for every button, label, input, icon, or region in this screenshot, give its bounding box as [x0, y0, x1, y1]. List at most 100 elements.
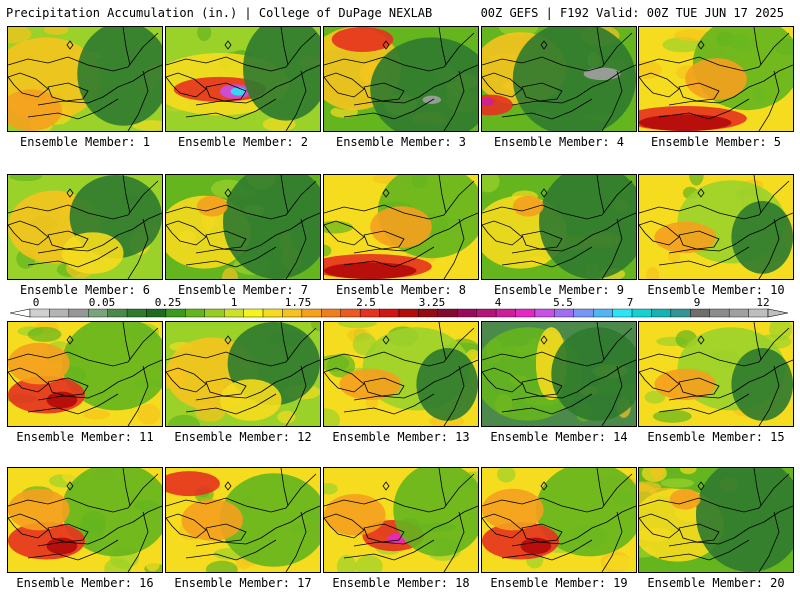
- colorbar-swatch: [748, 308, 769, 318]
- colorbar-swatch: [146, 308, 167, 318]
- panel-caption: Ensemble Member: 19: [490, 576, 628, 590]
- colorbar-swatch: [88, 308, 108, 318]
- panel-caption: Ensemble Member: 4: [493, 135, 625, 149]
- colorbar-swatch: [437, 308, 458, 318]
- colorbar-tick-label: 3.25: [419, 296, 446, 309]
- precipitation-map: [324, 175, 478, 279]
- map-panel-member-3: [323, 26, 479, 132]
- precipitation-map: [8, 322, 162, 426]
- panel-caption: Ensemble Member: 2: [177, 135, 309, 149]
- map-boundaries: [166, 468, 320, 572]
- colorbar-swatch: [612, 308, 633, 318]
- precipitation-map: [482, 322, 636, 426]
- precipitation-map: [639, 322, 793, 426]
- color-scale-legend: 0 0.05 0.25 1 1.75 2.5 3.25 4 5.5 7 9 12: [9, 296, 789, 318]
- map-panel-member-8: [323, 174, 479, 280]
- map-panel-member-12: [165, 321, 321, 427]
- colorbar-swatch: [593, 308, 613, 318]
- map-boundaries: [166, 27, 320, 131]
- precipitation-map: [482, 27, 636, 131]
- colorbar-swatch: [690, 308, 710, 318]
- colorbar-swatch: [418, 308, 439, 318]
- map-boundaries: [482, 322, 636, 426]
- colorbar-swatch: [457, 308, 477, 318]
- map-boundaries: [324, 175, 478, 279]
- colorbar-swatch: [243, 308, 264, 318]
- map-boundaries: [166, 322, 320, 426]
- colorbar-swatch: [476, 308, 497, 318]
- map-boundaries: [8, 27, 162, 131]
- precipitation-map: [324, 322, 478, 426]
- panel-caption: Ensemble Member: 9: [493, 283, 625, 297]
- colorbar-swatch: [398, 308, 419, 318]
- colorbar-swatch: [534, 308, 555, 318]
- colorbar-swatch: [29, 308, 50, 318]
- map-title: Precipitation Accumulation (in.) | Colle…: [6, 6, 433, 20]
- map-panel-member-4: [481, 26, 637, 132]
- colorbar-swatch: [709, 308, 730, 318]
- map-panel-member-18: [323, 467, 479, 573]
- colorbar-swatch: [224, 308, 244, 318]
- colorbar-tick-label: 12: [756, 296, 769, 309]
- colorbar-swatch: [301, 308, 322, 318]
- colorbar-swatch: [262, 308, 283, 318]
- map-boundaries: [482, 175, 636, 279]
- colorbar-tick-label: 4: [495, 296, 502, 309]
- precipitation-map: [8, 27, 162, 131]
- map-panel-member-13: [323, 321, 479, 427]
- map-panel-member-5: [638, 26, 794, 132]
- panel-caption: Ensemble Member: 12: [174, 430, 312, 444]
- colorbar-swatch: [728, 308, 749, 318]
- precipitation-map: [8, 175, 162, 279]
- colorbar-swatch: [495, 308, 516, 318]
- colorbar-tick-label: 0.05: [89, 296, 116, 309]
- map-boundaries: [324, 322, 478, 426]
- precipitation-map: [166, 322, 320, 426]
- panel-caption: Ensemble Member: 1: [19, 135, 151, 149]
- colorbar-swatch: [107, 308, 128, 318]
- panel-caption: Ensemble Member: 7: [177, 283, 309, 297]
- precipitation-map: [166, 27, 320, 131]
- map-panel-member-14: [481, 321, 637, 427]
- map-boundaries: [482, 468, 636, 572]
- map-panel-member-7: [165, 174, 321, 280]
- panel-caption: Ensemble Member: 11: [16, 430, 154, 444]
- map-boundaries: [639, 468, 793, 572]
- map-boundaries: [639, 27, 793, 131]
- precipitation-map: [166, 468, 320, 572]
- panel-caption: Ensemble Member: 10: [647, 283, 785, 297]
- colorbar-tick-label: 2.5: [356, 296, 376, 309]
- colorbar-swatch: [573, 308, 594, 318]
- map-boundaries: [639, 175, 793, 279]
- run-info: 00Z GEFS | F192 Valid: 00Z TUE JUN 17 20…: [480, 6, 784, 20]
- colorbar-tick-label: 1: [231, 296, 238, 309]
- precipitation-map: [8, 468, 162, 572]
- colorbar-tick-label: 0.25: [155, 296, 182, 309]
- precipitation-map: [324, 27, 478, 131]
- precipitation-map: [639, 27, 793, 131]
- colorbar-swatch: [379, 308, 400, 318]
- panel-caption: Ensemble Member: 8: [335, 283, 467, 297]
- colorbar-tick-label: 9: [694, 296, 701, 309]
- panel-caption: Ensemble Member: 5: [650, 135, 782, 149]
- map-boundaries: [8, 322, 162, 426]
- panel-caption: Ensemble Member: 15: [647, 430, 785, 444]
- map-panel-member-2: [165, 26, 321, 132]
- colorbar-swatch: [515, 308, 536, 318]
- map-panel-member-6: [7, 174, 163, 280]
- map-boundaries: [8, 175, 162, 279]
- colorbar-max-arrow: [767, 308, 789, 318]
- precipitation-map: [639, 468, 793, 572]
- map-panel-member-9: [481, 174, 637, 280]
- colorbar-swatch: [185, 308, 205, 318]
- colorbar-swatch: [126, 308, 147, 318]
- panel-caption: Ensemble Member: 6: [19, 283, 151, 297]
- colorbar-swatch: [282, 308, 303, 318]
- colorbar-swatch: [49, 308, 70, 318]
- precipitation-map: [324, 468, 478, 572]
- colorbar-min-arrow: [9, 308, 31, 318]
- precipitation-map: [639, 175, 793, 279]
- colorbar-tick-label: 7: [627, 296, 634, 309]
- map-boundaries: [166, 175, 320, 279]
- colorbar-swatch: [554, 308, 574, 318]
